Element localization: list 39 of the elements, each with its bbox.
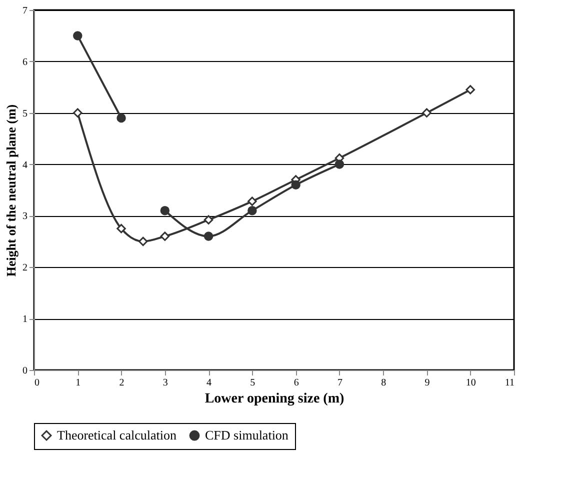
y-tick-label: 5: [22, 108, 28, 120]
y-tick-label: 4: [22, 160, 28, 171]
y-tick-label: 6: [22, 56, 28, 68]
point: [248, 196, 257, 206]
x-tick-label: 11: [504, 378, 514, 388]
point: [204, 232, 214, 241]
x-tick-label: 7: [337, 378, 342, 388]
y-tick-label: 2: [22, 262, 28, 274]
legend-label: Theoretical calculation: [57, 428, 177, 443]
x-tick-label: 3: [162, 378, 168, 388]
x-tick-label: 6: [294, 378, 299, 388]
point: [291, 180, 300, 190]
y-axis-title: Height of the neutral plane (m): [4, 104, 18, 277]
x-tick-label: 4: [206, 378, 212, 388]
point: [160, 232, 170, 241]
y-tick-label: 7: [22, 6, 28, 16]
point: [73, 108, 82, 118]
x-tick-label: 8: [381, 378, 386, 388]
x-tick-label: 5: [250, 378, 256, 388]
y-tick-label: 3: [22, 211, 28, 222]
point: [248, 206, 257, 216]
x-axis-title: Lower opening size (m): [204, 392, 345, 406]
point: [116, 113, 126, 123]
point: [422, 108, 432, 118]
x-tick-label: 1: [76, 378, 81, 388]
point: [138, 236, 148, 246]
x-tick-label: 9: [424, 378, 430, 388]
x-tick-label: 10: [466, 378, 476, 388]
point: [73, 31, 82, 40]
y-tick-label: 1: [22, 314, 28, 326]
y-tick-label: 0: [22, 366, 28, 376]
point: [116, 224, 126, 234]
point: [160, 206, 170, 216]
x-tick-label: 0: [34, 378, 40, 388]
point: [334, 160, 344, 169]
point: [204, 215, 214, 224]
x-tick-label: 2: [119, 378, 124, 388]
point: [466, 85, 475, 94]
legend-label: CFD simulation: [205, 428, 289, 443]
